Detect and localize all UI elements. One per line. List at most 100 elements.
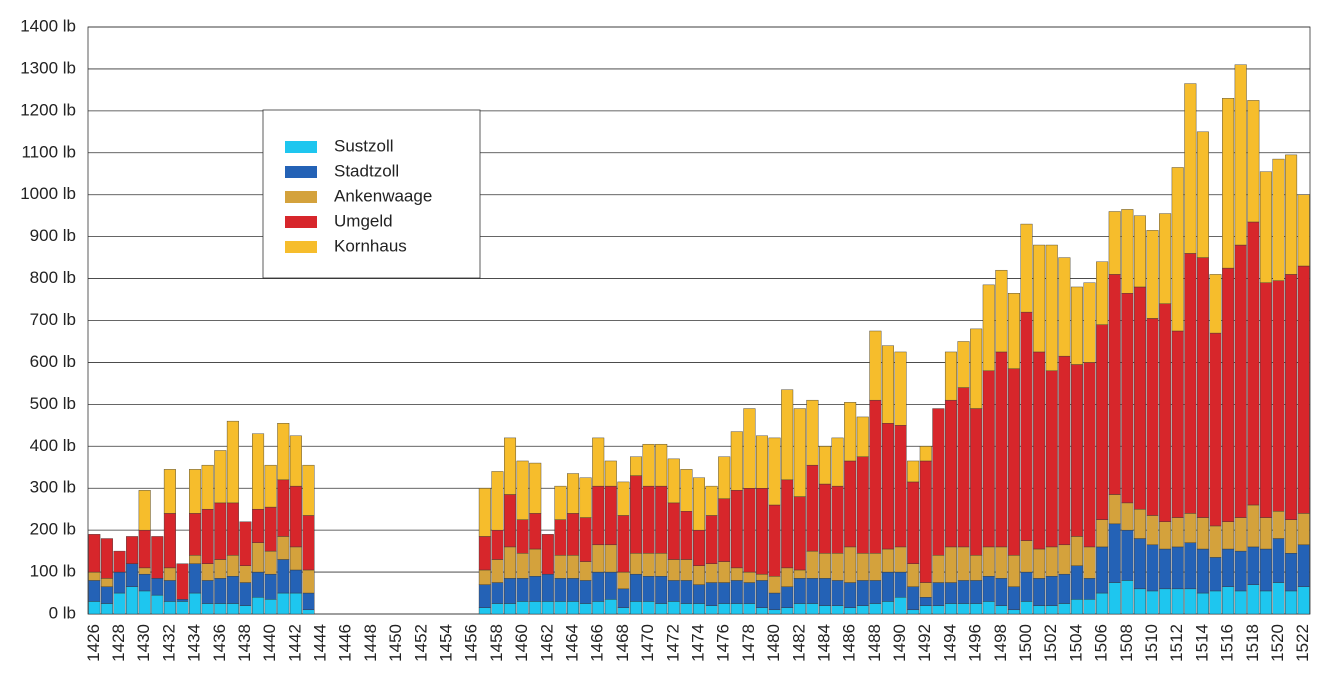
- bar-segment: [1007, 368, 1020, 556]
- bar-segment: [1020, 223, 1033, 313]
- bar-segment: [1272, 582, 1285, 615]
- bar-segment: [743, 571, 756, 583]
- bar-segment: [655, 603, 668, 615]
- bar-segment: [176, 601, 189, 615]
- bar-segment: [592, 437, 605, 487]
- bar-segment: [504, 494, 517, 548]
- bar-segment: [567, 578, 580, 602]
- bar-segment: [617, 607, 630, 615]
- bar-segment: [907, 563, 920, 587]
- bar-segment: [932, 582, 945, 606]
- bar-segment: [970, 555, 983, 581]
- bar-segment: [1247, 584, 1260, 615]
- legend-swatch: [285, 216, 317, 228]
- bar-segment: [718, 456, 731, 499]
- bar-segment: [1020, 601, 1033, 615]
- bar-segment: [478, 569, 491, 585]
- bar-segment: [239, 565, 252, 583]
- bar-segment: [781, 389, 794, 481]
- bar-segment: [1007, 293, 1020, 369]
- bar-segment: [806, 578, 819, 604]
- bar-segment: [944, 399, 957, 548]
- x-tick-label: 1472: [663, 624, 682, 662]
- bar-segment: [252, 597, 265, 615]
- bar-segment: [919, 597, 932, 606]
- bar-segment: [617, 571, 630, 590]
- bar-segment: [1234, 517, 1247, 552]
- bar-segment: [239, 605, 252, 615]
- x-tick-label: 1486: [840, 624, 859, 662]
- bar-segment: [932, 408, 945, 556]
- bar-segment: [944, 546, 957, 583]
- bar-segment: [919, 582, 932, 598]
- bar-segment: [793, 496, 806, 571]
- bar-segment: [894, 425, 907, 548]
- bar-segment: [1297, 586, 1310, 615]
- bar-segment: [491, 603, 504, 615]
- legend-label: Sustzoll: [334, 136, 394, 155]
- bar-segment: [554, 485, 567, 520]
- bar-segment: [1146, 318, 1159, 516]
- bar-segment: [1108, 494, 1121, 525]
- bar-segment: [818, 446, 831, 485]
- bar-segment: [1259, 548, 1272, 592]
- bar-segment: [844, 607, 857, 615]
- bar-segment: [781, 567, 794, 587]
- x-tick-label: 1500: [1016, 624, 1035, 662]
- bar-segment: [1196, 257, 1209, 518]
- bar-segment: [907, 609, 920, 615]
- bar-segment: [655, 553, 668, 577]
- bar-segment: [567, 555, 580, 579]
- bar-segment: [264, 506, 277, 552]
- bar-segment: [970, 328, 983, 409]
- x-tick-label: 1482: [789, 624, 808, 662]
- bar-segment: [1222, 267, 1235, 522]
- bar-segment: [642, 443, 655, 487]
- bar-segment: [755, 573, 768, 581]
- bar-segment: [982, 576, 995, 602]
- x-tick-label: 1510: [1142, 624, 1161, 662]
- bar-segment: [907, 460, 920, 483]
- bar-segment: [944, 351, 957, 401]
- x-tick-label: 1468: [613, 624, 632, 662]
- bar-segment: [818, 553, 831, 579]
- bar-segment: [718, 561, 731, 583]
- bar-segment: [693, 477, 705, 531]
- bar-segment: [944, 603, 957, 615]
- bar-segment: [1159, 521, 1172, 550]
- bar-segment: [504, 546, 517, 579]
- bar-segment: [1133, 538, 1146, 590]
- bar-segment: [1096, 519, 1109, 548]
- x-tick-label: 1444: [311, 624, 330, 662]
- x-tick-label: 1430: [134, 624, 153, 662]
- bar-segment: [529, 513, 542, 550]
- bar-segment: [869, 603, 882, 615]
- bar-segment: [1121, 293, 1134, 504]
- x-tick-label: 1454: [437, 624, 456, 662]
- bar-segment: [705, 515, 718, 564]
- bar-segment: [541, 534, 554, 575]
- bar-segment: [995, 578, 1008, 606]
- y-tick-label: 200 lb: [30, 520, 76, 539]
- bar-segment: [1209, 274, 1222, 334]
- bar-segment: [831, 605, 844, 615]
- bar-segment: [226, 420, 239, 504]
- bar-segment: [617, 588, 630, 608]
- bar-segment: [252, 542, 265, 573]
- x-tick-label: 1520: [1268, 624, 1287, 662]
- bar-segment: [1285, 519, 1298, 554]
- bar-segment: [932, 605, 945, 615]
- bar-segment: [768, 576, 781, 594]
- bar-segment: [1058, 355, 1071, 546]
- bar-segment: [932, 555, 945, 583]
- bar-segment: [1146, 230, 1159, 319]
- bar-segment: [504, 437, 517, 495]
- y-tick-label: 400 lb: [30, 436, 76, 455]
- bar-segment: [214, 450, 227, 504]
- x-tick-label: 1504: [1066, 624, 1085, 662]
- bar-segment: [1259, 590, 1272, 615]
- bar-segment: [554, 578, 567, 602]
- bar-segment: [1297, 265, 1310, 514]
- bar-segment: [919, 605, 932, 615]
- bar-segment: [289, 485, 302, 548]
